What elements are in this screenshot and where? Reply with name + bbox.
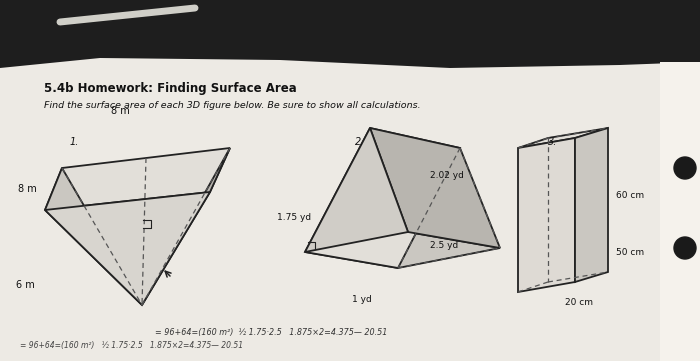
Text: 60 cm: 60 cm xyxy=(616,191,644,200)
Text: 5.4b Homework: Finding Surface Area: 5.4b Homework: Finding Surface Area xyxy=(44,82,297,95)
Text: 8 m: 8 m xyxy=(18,184,36,194)
Text: 8 m: 8 m xyxy=(111,106,130,116)
Text: 1.: 1. xyxy=(70,137,79,147)
Text: 6 m: 6 m xyxy=(16,280,35,290)
Polygon shape xyxy=(45,192,210,305)
Polygon shape xyxy=(660,62,700,361)
Polygon shape xyxy=(0,58,700,361)
Polygon shape xyxy=(370,128,500,248)
Text: 1 yd: 1 yd xyxy=(352,295,372,304)
Polygon shape xyxy=(518,138,575,292)
Polygon shape xyxy=(575,128,608,282)
Text: = 96+64=(160 m²)  ½ 1.75·2.5   1.875×2=4.375— 20.51: = 96+64=(160 m²) ½ 1.75·2.5 1.875×2=4.37… xyxy=(155,328,387,337)
Circle shape xyxy=(674,237,696,259)
Polygon shape xyxy=(45,168,142,305)
Text: = 96+64=(160 m²)   ½ 1.75·2.5   1.875×2=4.375— 20.51: = 96+64=(160 m²) ½ 1.75·2.5 1.875×2=4.37… xyxy=(20,341,243,350)
Polygon shape xyxy=(45,148,230,210)
Text: 2.5 yd: 2.5 yd xyxy=(430,241,459,250)
Text: 20 cm: 20 cm xyxy=(565,298,593,307)
Text: Find the surface area of each 3D figure below. Be sure to show all calculations.: Find the surface area of each 3D figure … xyxy=(44,101,421,110)
Polygon shape xyxy=(305,128,408,252)
Text: 50 cm: 50 cm xyxy=(616,248,644,257)
Text: 2.: 2. xyxy=(355,137,365,147)
Polygon shape xyxy=(518,128,608,148)
Polygon shape xyxy=(305,128,460,268)
Polygon shape xyxy=(305,232,500,268)
Text: 1.75 yd: 1.75 yd xyxy=(277,213,311,222)
Text: 3.: 3. xyxy=(548,137,557,147)
Circle shape xyxy=(674,157,696,179)
Polygon shape xyxy=(142,148,230,305)
Bar xyxy=(0,0,700,72)
Text: 2.02 yd: 2.02 yd xyxy=(430,171,464,180)
